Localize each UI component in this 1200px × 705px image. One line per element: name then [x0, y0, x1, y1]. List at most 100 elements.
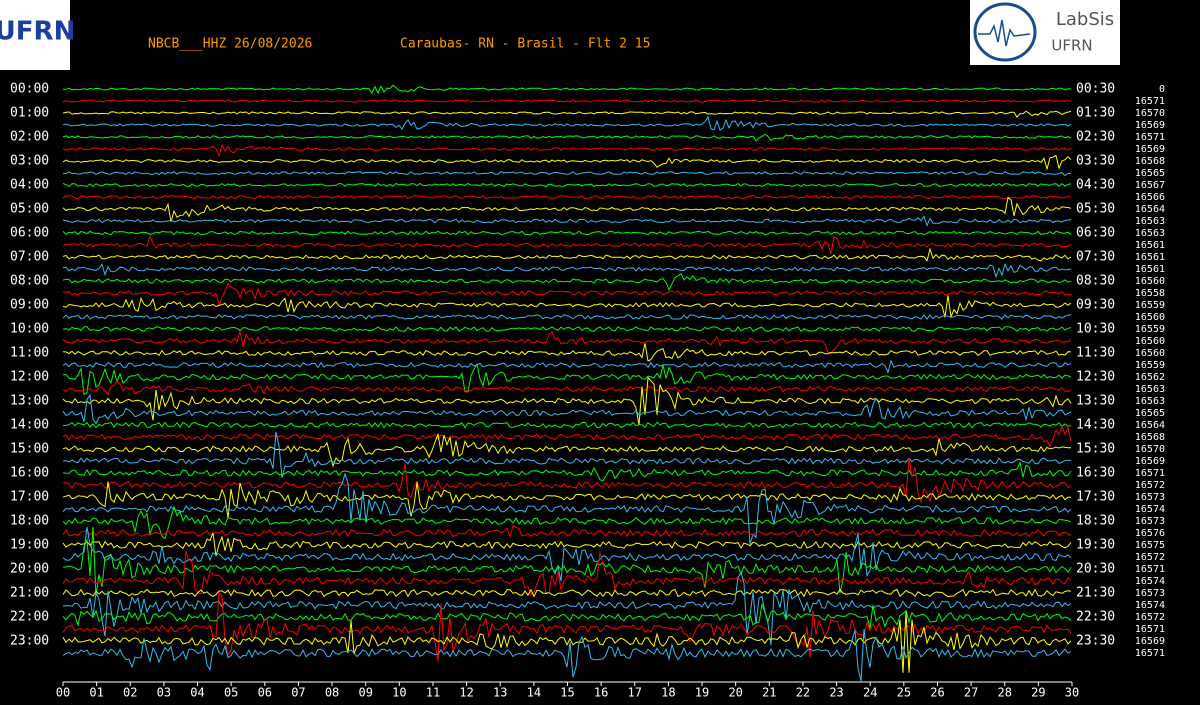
- x-tick-label: 01: [89, 686, 103, 700]
- row-count: 16565: [1135, 408, 1165, 419]
- left-time-label: 11:00: [10, 346, 49, 361]
- row-count: 16571: [1135, 96, 1165, 107]
- left-time-label: 13:00: [10, 394, 49, 409]
- row-count: 16569: [1135, 636, 1165, 647]
- trace: [62, 526, 1072, 582]
- labsis-title: LabSis: [1056, 9, 1114, 30]
- x-tick-label: 30: [1065, 686, 1079, 700]
- trace: [62, 393, 1072, 425]
- row-count: 16574: [1135, 600, 1165, 611]
- trace: [62, 524, 1072, 539]
- left-time-label: 05:00: [10, 202, 49, 217]
- trace: [62, 170, 1071, 177]
- trace: [62, 460, 1072, 482]
- x-tick-label: 05: [224, 686, 238, 700]
- row-count: 16568: [1135, 156, 1165, 167]
- left-time-label: 12:00: [10, 370, 49, 385]
- trace: [62, 115, 1072, 131]
- row-count: 16564: [1135, 204, 1165, 215]
- right-time-label: 18:30: [1076, 514, 1115, 529]
- x-tick-label: 09: [358, 686, 372, 700]
- x-tick-label: 19: [695, 686, 709, 700]
- right-time-label: 05:30: [1076, 202, 1115, 217]
- x-tick-label: 02: [123, 686, 137, 700]
- x-tick-label: 12: [459, 686, 473, 700]
- right-time-label: 08:30: [1076, 274, 1115, 289]
- trace: [62, 591, 1072, 662]
- trace: [62, 472, 1072, 545]
- labsis-emblem: [973, 2, 1037, 62]
- right-time-label: 14:30: [1076, 418, 1115, 433]
- trace: [62, 230, 1072, 236]
- trace: [62, 331, 1072, 354]
- trace: [62, 551, 1072, 596]
- left-time-label: 22:00: [10, 610, 49, 625]
- right-time-label: 01:30: [1076, 106, 1115, 121]
- x-tick-label: 18: [661, 686, 675, 700]
- right-time-label: 11:30: [1076, 346, 1115, 361]
- row-count: 16570: [1135, 444, 1165, 455]
- row-count: 16575: [1135, 540, 1165, 551]
- x-tick-label: 14: [527, 686, 541, 700]
- row-count: 16567: [1135, 180, 1165, 191]
- row-count: 0: [1159, 84, 1165, 95]
- x-tick-label: 15: [560, 686, 574, 700]
- row-count: 16570: [1135, 108, 1165, 119]
- trace: [62, 532, 1072, 557]
- row-count: 16559: [1135, 300, 1165, 311]
- row-count: 16561: [1135, 264, 1165, 275]
- left-time-label: 06:00: [10, 226, 49, 241]
- row-count: 16571: [1135, 468, 1165, 479]
- trace: [62, 611, 1072, 673]
- right-time-label: 06:30: [1076, 226, 1115, 241]
- row-count: 16573: [1135, 492, 1165, 503]
- row-count: 16565: [1135, 168, 1165, 179]
- left-time-label: 10:00: [10, 322, 49, 337]
- x-tick-label: 28: [998, 686, 1012, 700]
- trace: [62, 154, 1072, 171]
- row-count: 16559: [1135, 360, 1165, 371]
- trace: [62, 84, 1072, 95]
- trace: [62, 481, 1072, 519]
- left-time-label: 14:00: [10, 418, 49, 433]
- trace: [62, 262, 1072, 279]
- x-tick-label: 13: [493, 686, 507, 700]
- trace: [62, 359, 1072, 375]
- left-time-label: 04:00: [10, 178, 49, 193]
- x-tick-label: 04: [190, 686, 204, 700]
- right-time-label: 15:30: [1076, 442, 1115, 457]
- trace: [62, 110, 1072, 118]
- x-tick-label: 00: [56, 686, 70, 700]
- row-count: 16574: [1135, 576, 1165, 587]
- right-time-label: 21:30: [1076, 586, 1115, 601]
- row-count: 16572: [1135, 480, 1165, 491]
- trace: [62, 424, 1072, 448]
- left-time-label: 03:00: [10, 154, 49, 169]
- right-time-label: 19:30: [1076, 538, 1115, 553]
- trace: [62, 343, 1072, 362]
- row-count: 16569: [1135, 456, 1165, 467]
- trace: [62, 215, 1072, 227]
- row-count: 16571: [1135, 132, 1165, 143]
- left-time-label: 09:00: [10, 298, 49, 313]
- trace: [62, 588, 1072, 598]
- row-count: 16572: [1135, 612, 1165, 623]
- trace: [62, 295, 1072, 319]
- trace: [62, 282, 1072, 307]
- trace: [62, 432, 1072, 468]
- right-time-label: 23:30: [1076, 634, 1115, 649]
- ufrn-logo: UFRN: [0, 17, 75, 47]
- trace: [62, 99, 1072, 103]
- x-tick-label: 17: [628, 686, 642, 700]
- row-count: 16566: [1135, 192, 1165, 203]
- row-count: 16563: [1135, 384, 1165, 395]
- row-count: 16563: [1135, 396, 1165, 407]
- trace: [62, 133, 1072, 142]
- x-tick-label: 23: [829, 686, 843, 700]
- trace: [62, 194, 1072, 200]
- trace: [62, 196, 1072, 223]
- x-tick-label: 27: [964, 686, 978, 700]
- trace: [62, 431, 1072, 478]
